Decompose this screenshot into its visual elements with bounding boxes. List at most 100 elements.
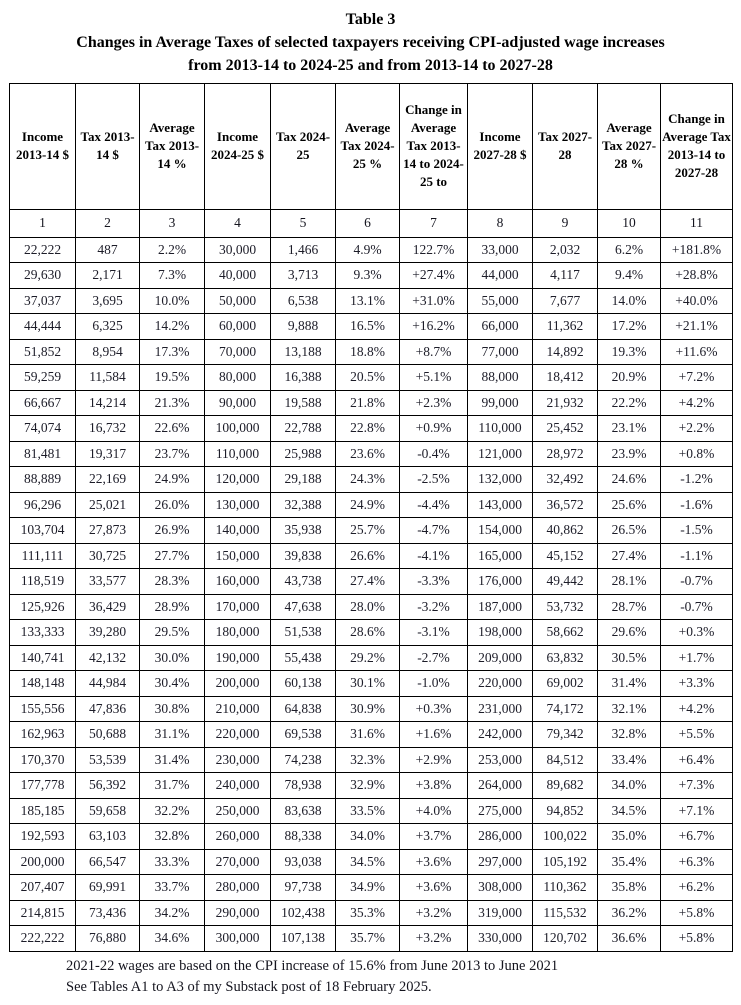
table-cell: 6,325 <box>75 313 140 340</box>
table-cell: +3.6% <box>399 848 468 876</box>
table-cell: 66,667 <box>9 389 76 417</box>
table-cell: 35.0% <box>597 823 661 850</box>
table-cell: -3.2% <box>399 593 468 621</box>
table-cell: -1.6% <box>660 491 733 519</box>
table-cell: 47,638 <box>270 593 336 621</box>
table-cell: 32.1% <box>597 695 661 723</box>
table-cell: 56,392 <box>75 772 140 799</box>
table-cell: 40,862 <box>532 517 598 544</box>
table-cell: 34.9% <box>335 874 400 901</box>
table-cell: 90,000 <box>204 389 271 417</box>
table-cell: 93,038 <box>270 848 336 876</box>
table-cell: -0.7% <box>660 593 733 621</box>
table-cell: 3,713 <box>270 262 336 289</box>
table-cell: 29,630 <box>9 262 76 289</box>
table-cell: 264,000 <box>467 772 533 799</box>
table-cell: 36,572 <box>532 491 598 519</box>
table-cell: 28.0% <box>335 593 400 621</box>
table-row: 37,037 3,695 10.0% 50,000 6,538 13.1% +31.0% 55… <box>9 287 733 315</box>
table-cell: +6.4% <box>660 746 733 774</box>
table-cell: +7.2% <box>660 364 733 391</box>
table-cell: 22,222 <box>9 236 76 264</box>
table-cell: 31.4% <box>139 746 205 774</box>
table-cell: 27.7% <box>139 542 205 570</box>
table-cell: 16,388 <box>270 364 336 391</box>
table-cell: 40,000 <box>204 262 271 289</box>
table-cell: 200,000 <box>9 848 76 876</box>
table-cell: 26.6% <box>335 542 400 570</box>
table-cell: +5.8% <box>660 899 733 927</box>
table-cell: 9.3% <box>335 262 400 289</box>
table-cell: +5.5% <box>660 721 733 748</box>
table-cell: 25,021 <box>75 491 140 519</box>
table-cell: 44,984 <box>75 670 140 697</box>
table-cell: 18.8% <box>335 338 400 366</box>
table-cell: 14.0% <box>597 287 661 315</box>
column-number: 7 <box>399 208 468 238</box>
table-cell: 14.2% <box>139 313 205 340</box>
table-cell: +28.8% <box>660 262 733 289</box>
table-cell: 30.5% <box>597 644 661 672</box>
table-cell: 19,588 <box>270 389 336 417</box>
table-cell: 30.8% <box>139 695 205 723</box>
table-cell: +3.7% <box>399 823 468 850</box>
header-row: Income 2013-14 $ Tax 2013-14 $ Average Tax… <box>9 82 733 210</box>
table-cell: 122.7% <box>399 236 468 264</box>
column-number: 11 <box>660 208 733 238</box>
table-cell: 25,452 <box>532 415 598 442</box>
table-cell: +27.4% <box>399 262 468 289</box>
table-cell: 170,370 <box>9 746 76 774</box>
table-cell: 37,037 <box>9 287 76 315</box>
table-cell: 19.5% <box>139 364 205 391</box>
table-cell: 35.7% <box>335 925 400 952</box>
table-cell: 19.3% <box>597 338 661 366</box>
table-cell: -1.5% <box>660 517 733 544</box>
table-cell: 143,000 <box>467 491 533 519</box>
column-number: 10 <box>597 208 661 238</box>
table-cell: 2,171 <box>75 262 140 289</box>
table-cell: 60,000 <box>204 313 271 340</box>
table-cell: +0.3% <box>660 619 733 646</box>
table-cell: 28,972 <box>532 440 598 468</box>
table-cell: 25.6% <box>597 491 661 519</box>
table-cell: +6.2% <box>660 874 733 901</box>
table-cell: 130,000 <box>204 491 271 519</box>
table-cell: 30,000 <box>204 236 271 264</box>
table-cell: +16.2% <box>399 313 468 340</box>
column-header: Average Tax 2013-14 % <box>139 82 205 210</box>
table-cell: 88,000 <box>467 364 533 391</box>
footnote-substack: See Tables A1 to A3 of my Substack post … <box>66 978 432 995</box>
table-cell: 11,584 <box>75 364 140 391</box>
table-cell: 22.8% <box>335 415 400 442</box>
table-cell: 30.9% <box>335 695 400 723</box>
table-cell: +2.2% <box>660 415 733 442</box>
table-cell: -3.1% <box>399 619 468 646</box>
table-cell: +31.0% <box>399 287 468 315</box>
table-cell: 36.2% <box>597 899 661 927</box>
column-number: 4 <box>204 208 271 238</box>
table-cell: 84,512 <box>532 746 598 774</box>
table-cell: 13.1% <box>335 287 400 315</box>
table-cell: 260,000 <box>204 823 271 850</box>
table-cell: 51,852 <box>9 338 76 366</box>
table-cell: 32,492 <box>532 466 598 493</box>
table-cell: 23.6% <box>335 440 400 468</box>
table-cell: +4.0% <box>399 797 468 825</box>
table-cell: 121,000 <box>467 440 533 468</box>
table-cell: -4.4% <box>399 491 468 519</box>
table-cell: +7.3% <box>660 772 733 799</box>
table-cell: +2.9% <box>399 746 468 774</box>
table-cell: 9.4% <box>597 262 661 289</box>
table-cell: 35.3% <box>335 899 400 927</box>
table-cell: 30,725 <box>75 542 140 570</box>
table-cell: 242,000 <box>467 721 533 748</box>
table-cell: 43,738 <box>270 568 336 595</box>
table-cell: +6.3% <box>660 848 733 876</box>
column-header: Income 2024-25 $ <box>204 82 271 210</box>
table-row: 125,926 36,429 28.9% 170,000 47,638 28.0% -3.2… <box>9 593 733 621</box>
table-cell: 69,002 <box>532 670 598 697</box>
table-cell: 110,000 <box>467 415 533 442</box>
table-cell: 51,538 <box>270 619 336 646</box>
table-row: 155,556 47,836 30.8% 210,000 64,838 30.9% +0.3… <box>9 695 733 723</box>
table-cell: 21.3% <box>139 389 205 417</box>
